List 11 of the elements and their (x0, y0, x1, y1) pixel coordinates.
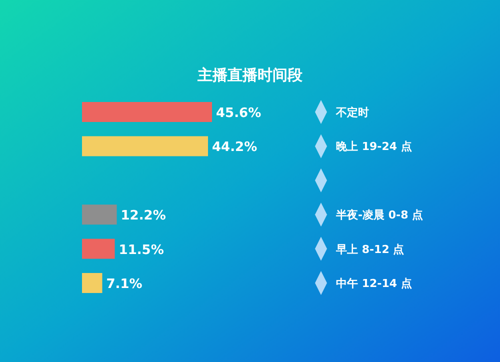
y-tick-label: 半夜-凌晨 0-8 点 (335, 208, 424, 222)
y-tick-label: 不定时 (335, 106, 369, 119)
data-label: 44.2% (212, 140, 258, 156)
data-label: 12.2% (120, 208, 166, 224)
y-tick-label: 中午 12-14 点 (336, 277, 412, 290)
data-label: 45.6% (216, 106, 262, 121)
text: 主播直播时间段 (196, 66, 304, 84)
data-label: 7.1% (106, 277, 142, 292)
y-tick-label: 晚上 19-24 点 (336, 140, 412, 154)
y-tick-label: 早上 8-12 点 (335, 242, 404, 256)
data-label: 11.5% (118, 242, 164, 258)
